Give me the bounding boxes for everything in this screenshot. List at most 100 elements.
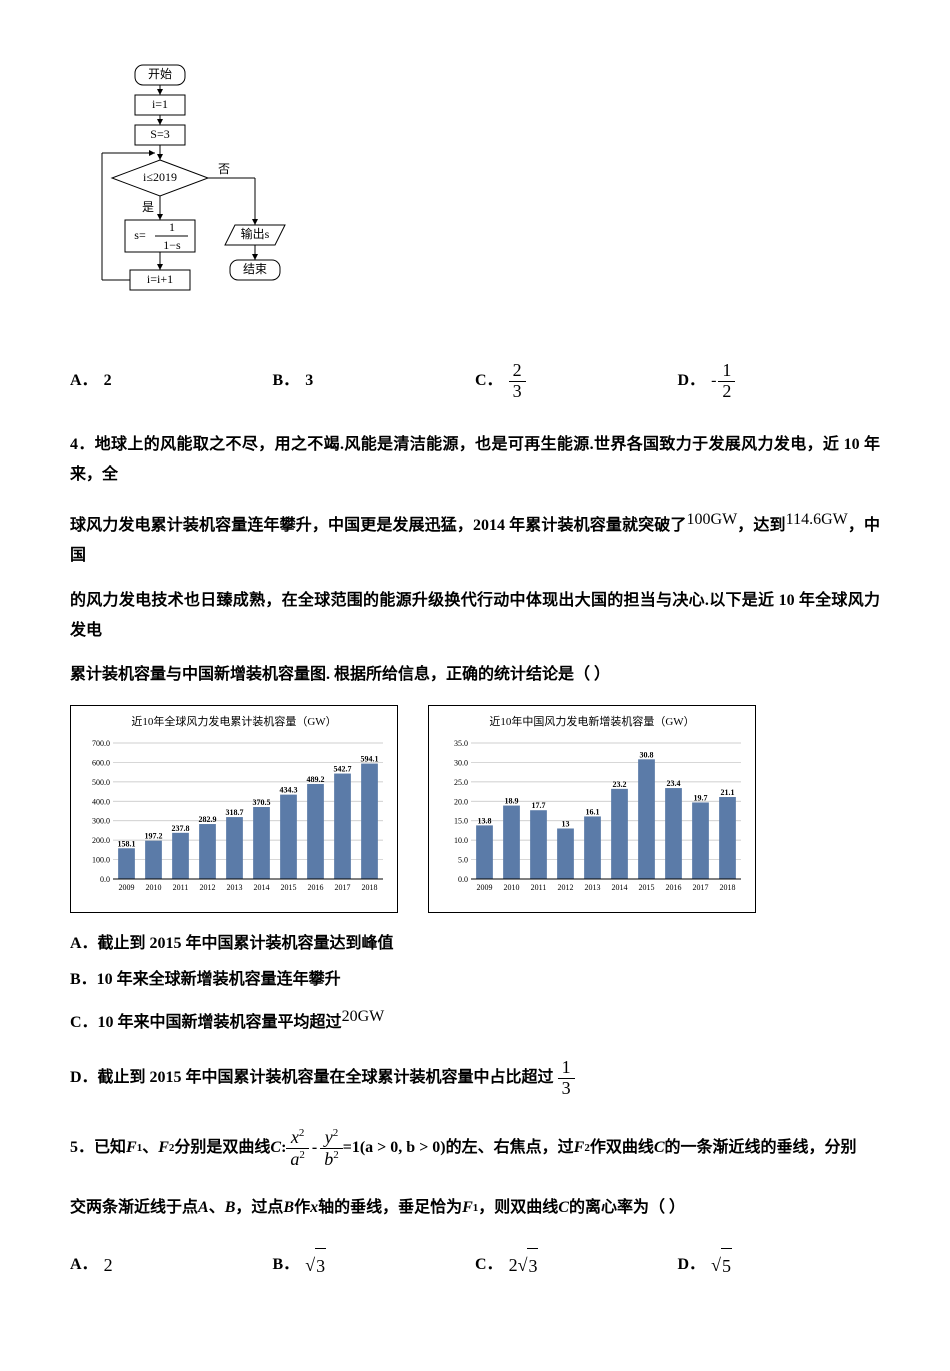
q5-options: A． 2 B． √3 C． 2√3 D． √5 <box>70 1248 880 1283</box>
svg-text:2017: 2017 <box>335 883 351 892</box>
chart2-svg: 0.05.010.015.020.025.030.035.013.8200918… <box>437 737 747 897</box>
svg-text:是: 是 <box>142 200 154 214</box>
svg-text:0.0: 0.0 <box>100 875 110 884</box>
svg-text:0.0: 0.0 <box>458 875 468 884</box>
flowchart-svg: 开始i=1S=3i≤2019否是输出s结束s=11−si=i+1 <box>90 60 310 330</box>
svg-text:2013: 2013 <box>585 883 601 892</box>
svg-text:2015: 2015 <box>639 883 655 892</box>
chart1-svg: 0.0100.0200.0300.0400.0500.0600.0700.015… <box>79 737 389 897</box>
svg-text:2010: 2010 <box>504 883 520 892</box>
svg-text:200.0: 200.0 <box>92 836 110 845</box>
q4-opt-a: A．截止到 2015 年中国累计装机容量达到峰值 <box>70 929 880 959</box>
svg-text:开始: 开始 <box>148 67 172 81</box>
svg-text:否: 否 <box>218 162 230 176</box>
svg-text:20.0: 20.0 <box>454 797 468 806</box>
flowchart-figure: 开始i=1S=3i≤2019否是输出s结束s=11−si=i+1 <box>90 60 880 341</box>
q4-opt-d-frac: 1 3 <box>558 1058 575 1099</box>
opt-b-label: B． <box>273 366 300 396</box>
svg-text:i≤2019: i≤2019 <box>143 170 177 184</box>
svg-text:16.1: 16.1 <box>586 807 600 816</box>
opt-c-label: C． <box>475 366 503 396</box>
svg-text:i=i+1: i=i+1 <box>147 272 173 286</box>
svg-text:10.0: 10.0 <box>454 836 468 845</box>
svg-text:21.1: 21.1 <box>721 788 735 797</box>
svg-text:2018: 2018 <box>720 883 736 892</box>
opt-a-label: A． <box>70 366 98 396</box>
sqrt-icon: √ <box>305 1248 315 1282</box>
svg-text:25.0: 25.0 <box>454 777 468 786</box>
svg-text:23.2: 23.2 <box>613 779 627 788</box>
svg-text:489.2: 489.2 <box>307 775 325 784</box>
q4-para-4: 累计装机容量与中国新增装机容量图. 根据所给信息，正确的统计结论是（ ） <box>70 660 880 690</box>
svg-text:17.7: 17.7 <box>532 801 546 810</box>
q4-para-1: 4．地球上的风能取之不尽，用之不竭.风能是清洁能源，也是可再生能源.世界各国致力… <box>70 430 880 491</box>
svg-text:197.2: 197.2 <box>145 831 163 840</box>
svg-text:5.0: 5.0 <box>458 855 468 864</box>
opt-d: D． - 1 2 <box>678 361 881 402</box>
svg-text:237.8: 237.8 <box>172 823 190 832</box>
opt-b-val: 3 <box>305 366 313 396</box>
q4-para-3: 的风力发电技术也日臻成熟，在全球范围的能源升级换代行动中体现出大国的担当与决心.… <box>70 586 880 647</box>
q5-frac2: y2 b2 <box>320 1127 343 1170</box>
opt-a-val: 2 <box>104 366 112 396</box>
q5-line2: 交两条渐近线于点 A 、 B ，过点 B 作 x 轴的垂线，垂足恰为 F1 ，则… <box>70 1193 880 1223</box>
svg-text:2010: 2010 <box>146 883 162 892</box>
svg-text:30.0: 30.0 <box>454 758 468 767</box>
chart1-title: 近10年全球风力发电累计装机容量（GW） <box>79 712 389 733</box>
q4-opt-d: D．截止到 2015 年中国累计装机容量在全球累计装机容量中占比超过 1 3 <box>70 1058 880 1099</box>
svg-text:S=3: S=3 <box>150 127 169 141</box>
opt-b: B． 3 <box>273 366 476 396</box>
opt-c-frac: 2 3 <box>509 361 526 402</box>
chart1-box: 近10年全球风力发电累计装机容量（GW） 0.0 100.0 200.0 300.0 4… <box>70 705 398 913</box>
svg-text:13.8: 13.8 <box>478 816 492 825</box>
svg-text:23.4: 23.4 <box>667 779 681 788</box>
sqrt-icon: √ <box>711 1248 721 1282</box>
q4-para-2: 球风力发电累计装机容量连年攀升，中国更是发展迅猛，2014 年累计装机容量就突破… <box>70 505 880 572</box>
svg-text:1−s: 1−s <box>163 238 181 252</box>
svg-text:542.7: 542.7 <box>334 764 352 773</box>
q5-frac1: x2 a2 <box>286 1127 309 1170</box>
svg-text:2014: 2014 <box>612 883 628 892</box>
svg-text:370.5: 370.5 <box>253 798 271 807</box>
svg-text:s=: s= <box>134 228 146 242</box>
svg-text:2017: 2017 <box>693 883 709 892</box>
opt-d-label: D． <box>678 366 706 396</box>
opt-c: C． 2 3 <box>475 361 678 402</box>
svg-text:2016: 2016 <box>666 883 682 892</box>
q4-opt-c: C．10 年来中国新增装机容量平均超过20GW <box>70 1002 880 1038</box>
svg-text:282.9: 282.9 <box>199 815 217 824</box>
svg-text:输出s: 输出s <box>241 226 270 241</box>
svg-text:15.0: 15.0 <box>454 816 468 825</box>
svg-text:100.0: 100.0 <box>92 855 110 864</box>
svg-text:400.0: 400.0 <box>92 797 110 806</box>
svg-text:2011: 2011 <box>173 883 189 892</box>
q3-options: A． 2 B． 3 C． 2 3 D． - 1 2 <box>70 361 880 402</box>
svg-text:2016: 2016 <box>308 883 324 892</box>
opt-d-frac: 1 2 <box>718 361 735 402</box>
q4-opt-b: B．10 年来全球新增装机容量连年攀升 <box>70 965 880 995</box>
opt-a: A． 2 <box>70 366 273 396</box>
svg-text:300.0: 300.0 <box>92 816 110 825</box>
svg-text:600.0: 600.0 <box>92 758 110 767</box>
chart2-box: 近10年中国风力发电新增装机容量（GW） 0.0 5.0 10.0 15.0 20.0 2… <box>428 705 756 913</box>
svg-text:结束: 结束 <box>243 262 267 276</box>
svg-text:18.9: 18.9 <box>505 796 519 805</box>
svg-text:19.7: 19.7 <box>694 793 708 802</box>
svg-text:2012: 2012 <box>200 883 216 892</box>
svg-text:30.8: 30.8 <box>640 750 654 759</box>
q5-line1: 5．已知 F1 、 F2 分别是双曲线 C : x2 a2 - y2 b2 =1… <box>70 1127 880 1170</box>
q5-opt-c: C． 2√3 <box>475 1248 678 1283</box>
svg-text:500.0: 500.0 <box>92 777 110 786</box>
chart2-title: 近10年中国风力发电新增装机容量（GW） <box>437 712 747 733</box>
svg-text:2009: 2009 <box>477 883 493 892</box>
opt-d-neg: - <box>711 366 716 396</box>
q5-opt-b: B． √3 <box>273 1248 476 1283</box>
svg-text:2009: 2009 <box>119 883 135 892</box>
svg-text:318.7: 318.7 <box>226 808 244 817</box>
svg-text:1: 1 <box>169 220 175 234</box>
svg-text:2013: 2013 <box>227 883 243 892</box>
q5-opt-a: A． 2 <box>70 1248 273 1282</box>
svg-text:2015: 2015 <box>281 883 297 892</box>
svg-text:2011: 2011 <box>531 883 547 892</box>
sqrt-icon: √ <box>518 1248 528 1282</box>
